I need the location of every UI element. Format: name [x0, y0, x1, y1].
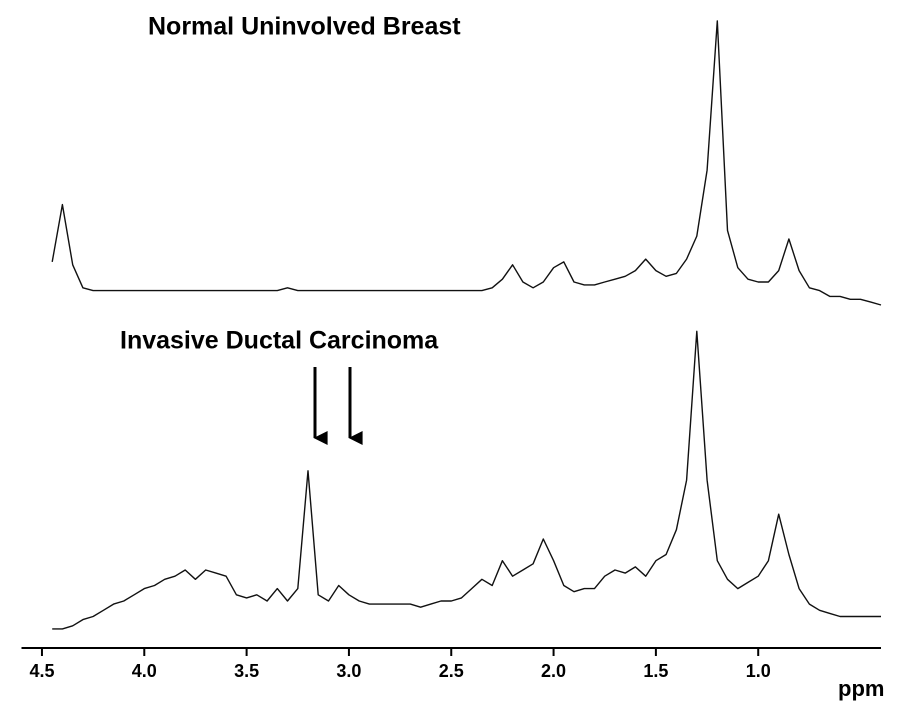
x-tick-label: 3.5 [234, 661, 259, 681]
bottom-title: Invasive Ductal Carcinoma [120, 327, 439, 355]
x-tick-label: 3.0 [336, 661, 361, 681]
spectrum-line [51, 20, 882, 306]
x-tick-label: 1.5 [643, 661, 668, 681]
x-axis-label: ppm [838, 676, 884, 701]
x-tick-label: 4.0 [132, 661, 157, 681]
top-title: Normal Uninvolved Breast [148, 13, 461, 41]
spectrum-line [52, 330, 881, 630]
x-tick-label: 2.0 [541, 661, 566, 681]
x-tick-label: 4.5 [29, 661, 54, 681]
x-tick-label: 1.0 [746, 661, 771, 681]
x-tick-label: 2.5 [439, 661, 464, 681]
